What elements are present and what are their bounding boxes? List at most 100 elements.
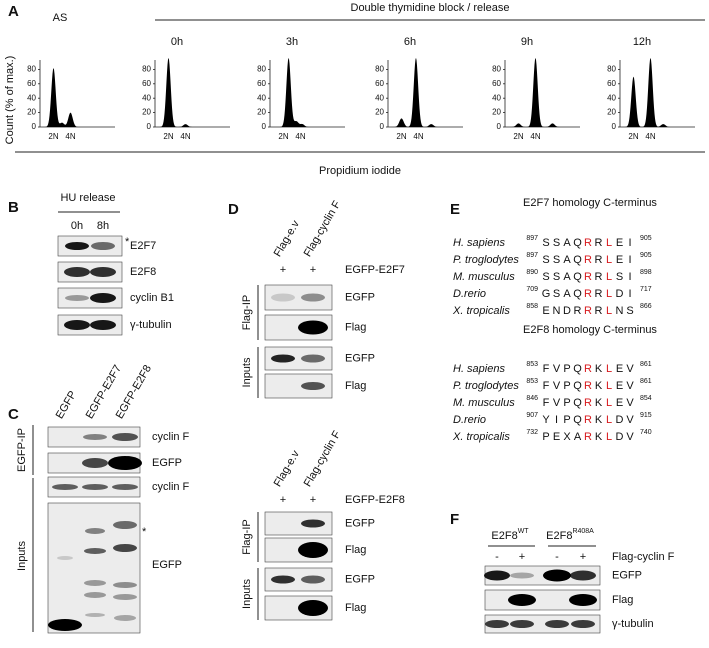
species: X. tropicalis [452, 431, 510, 443]
y-axis-label: Count (% of max.) [4, 56, 16, 145]
residue: S [616, 271, 623, 283]
blot-band [298, 320, 328, 335]
residue: V [626, 363, 634, 375]
blot [264, 373, 333, 399]
y-tick-label: 60 [27, 79, 36, 88]
residue: A [563, 288, 571, 300]
residue: R [584, 380, 592, 392]
residue: R [584, 288, 592, 300]
group-label: Flag-IP [241, 295, 253, 330]
alignment-title: E2F7 homology C-terminus [523, 197, 657, 209]
group-name: E2F8 [491, 530, 517, 542]
sequence-end: 915 [640, 412, 652, 419]
panel-label: E [450, 201, 460, 218]
y-tick-label: 60 [257, 79, 266, 88]
residue: K [595, 397, 603, 409]
y-tick-label: 0 [262, 122, 267, 131]
residue: L [606, 237, 612, 249]
blot-band [112, 484, 138, 490]
row-label: cyclin B1 [130, 292, 174, 304]
residue: L [606, 431, 612, 443]
residue: L [606, 414, 612, 426]
blot-band [113, 544, 137, 552]
residue: Q [573, 380, 582, 392]
blot-band [85, 613, 105, 617]
row-label: E2F8 [130, 266, 156, 278]
sequence-start: 853 [526, 378, 538, 385]
blot-band [113, 582, 137, 588]
residue: F [543, 397, 550, 409]
y-tick-label: 40 [607, 93, 616, 102]
blot [47, 426, 141, 448]
y-tick-label: 0 [380, 122, 385, 131]
residue: R [595, 237, 603, 249]
y-tick-label: 40 [492, 93, 501, 102]
y-tick-label: 40 [257, 93, 266, 102]
sequence-end: 861 [640, 378, 652, 385]
row-label: Flag [345, 544, 366, 556]
species: X. tropicalis [452, 305, 510, 317]
histogram-title: 6h [404, 36, 416, 48]
histogram-title: 12h [633, 36, 651, 48]
residue: L [606, 271, 612, 283]
histogram [40, 67, 115, 127]
x-tick-label: 4N [295, 132, 305, 141]
residue: L [606, 380, 612, 392]
treatment-sign: - [555, 551, 559, 563]
y-tick-label: 80 [492, 65, 501, 74]
sequence-start: 846 [526, 395, 538, 402]
residue: D [616, 414, 624, 426]
group-label: Inputs [16, 541, 28, 571]
residue: F [543, 363, 550, 375]
blot-band [85, 528, 105, 534]
residue: R [584, 237, 592, 249]
sequence-end: 861 [640, 361, 652, 368]
blot-band [65, 295, 89, 301]
panel-label: F [450, 511, 459, 528]
blot-band [48, 619, 82, 631]
residue: S [542, 237, 549, 249]
blot [264, 511, 333, 536]
residue: A [563, 254, 571, 266]
blot-band [485, 620, 509, 628]
residue: R [584, 431, 592, 443]
residue: P [563, 380, 570, 392]
row-label: Flag [612, 594, 633, 606]
histogram [270, 57, 345, 127]
residue: S [542, 271, 549, 283]
species: D.rerio [453, 414, 486, 426]
residue: E [542, 305, 549, 317]
group-label: Inputs [241, 357, 253, 387]
sequence-start: 709 [526, 286, 538, 293]
residue: S [553, 237, 560, 249]
residue: Q [573, 414, 582, 426]
residue: N [616, 305, 624, 317]
y-tick-label: 20 [492, 108, 501, 117]
alignment-title: E2F8 homology C-terminus [523, 324, 657, 336]
residue: L [606, 288, 612, 300]
treatment-label: HU release [60, 192, 115, 204]
x-tick-label: 4N [180, 132, 190, 141]
row-label: Flag [345, 380, 366, 392]
treatment-sign: + [580, 551, 586, 563]
blot-band [84, 548, 106, 554]
residue: E [616, 363, 623, 375]
species: H. sapiens [453, 363, 505, 375]
x-tick-label: 4N [65, 132, 75, 141]
y-tick-label: 60 [492, 79, 501, 88]
sequence-start: 897 [526, 252, 538, 259]
treatment-sign: + [280, 264, 286, 276]
blot-band [112, 433, 138, 441]
residue: A [574, 431, 582, 443]
group-superscript: R408A [572, 528, 594, 535]
blot-band [113, 594, 137, 600]
histogram-title: AS [53, 12, 68, 24]
residue: L [606, 363, 612, 375]
y-tick-label: 60 [142, 79, 151, 88]
treatment-sign: + [280, 494, 286, 506]
residue: P [563, 414, 570, 426]
y-tick-label: 20 [607, 108, 616, 117]
blot-band [271, 575, 295, 584]
group-label: E2F8R408A [546, 528, 594, 542]
residue: S [553, 288, 560, 300]
